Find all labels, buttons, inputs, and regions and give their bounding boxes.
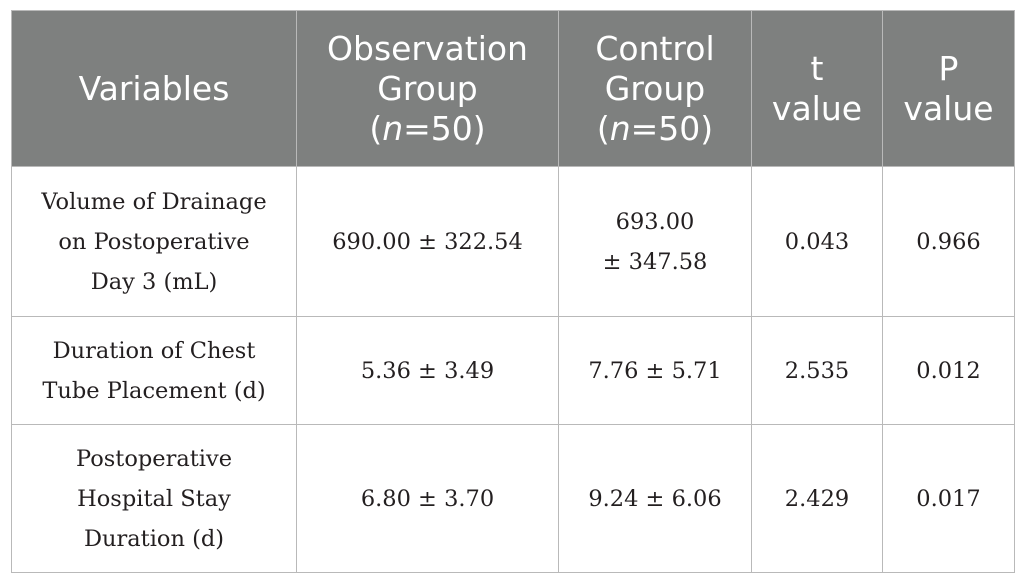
cell-t-value: 0.043 xyxy=(751,166,883,317)
header-row: Variables Observation Group (n=50) Contr… xyxy=(11,10,1015,167)
cell-control: 7.76 ± 5.71 xyxy=(558,316,752,425)
table-row: Volume of Drainage on Postoperative Day … xyxy=(11,166,1015,317)
cell-variable-line: Day 3 (mL) xyxy=(90,268,218,295)
cell-p-value: 0.012 xyxy=(882,316,1015,425)
cell-observation: 5.36 ± 3.49 xyxy=(296,316,559,425)
header-control-n-open: ( xyxy=(596,108,610,148)
cell-variable-line: Tube Placement (d) xyxy=(42,377,266,404)
header-observation-n-open: ( xyxy=(369,108,383,148)
header-variables: Variables xyxy=(11,10,297,167)
cell-control: 693.00 ± 347.58 xyxy=(558,166,752,317)
cell-variable: Postoperative Hospital Stay Duration (d) xyxy=(11,424,297,573)
cell-variable-line: Hospital Stay xyxy=(77,485,231,512)
header-observation-n-var: n xyxy=(382,108,404,148)
cell-variable-line: Volume of Drainage xyxy=(41,188,267,215)
header-t-line1: t xyxy=(810,48,824,88)
table-row: Postoperative Hospital Stay Duration (d)… xyxy=(11,424,1015,573)
results-table: Variables Observation Group (n=50) Contr… xyxy=(11,10,1015,573)
table-container: Variables Observation Group (n=50) Contr… xyxy=(11,10,1015,573)
cell-variable: Duration of Chest Tube Placement (d) xyxy=(11,316,297,425)
header-control-line2: Group xyxy=(604,68,706,108)
cell-control-line: ± 347.58 xyxy=(602,248,708,275)
header-control-n-rest: =50) xyxy=(630,108,714,148)
header-p-line1: P xyxy=(938,48,959,88)
cell-control-line: 9.24 ± 6.06 xyxy=(588,485,722,512)
cell-control-line: 7.76 ± 5.71 xyxy=(588,357,722,384)
cell-p-value: 0.966 xyxy=(882,166,1015,317)
cell-control-line: 693.00 xyxy=(615,208,695,235)
cell-p-value: 0.017 xyxy=(882,424,1015,573)
cell-variable-line: on Postoperative xyxy=(58,228,250,255)
cell-variable: Volume of Drainage on Postoperative Day … xyxy=(11,166,297,317)
header-observation-line1: Observation xyxy=(327,28,528,68)
table-row: Duration of Chest Tube Placement (d) 5.3… xyxy=(11,316,1015,425)
header-control-group: Control Group (n=50) xyxy=(558,10,752,167)
cell-control: 9.24 ± 6.06 xyxy=(558,424,752,573)
header-observation-group: Observation Group (n=50) xyxy=(296,10,559,167)
cell-t-value: 2.429 xyxy=(751,424,883,573)
cell-observation: 690.00 ± 322.54 xyxy=(296,166,559,317)
header-variables-label: Variables xyxy=(78,68,230,108)
header-observation-line2: Group xyxy=(377,68,478,108)
header-control-line1: Control xyxy=(595,28,715,68)
header-p-line2: value xyxy=(903,88,994,128)
cell-t-value: 2.535 xyxy=(751,316,883,425)
cell-variable-line: Duration of Chest xyxy=(52,337,256,364)
header-control-n-var: n xyxy=(609,108,631,148)
cell-variable-line: Postoperative xyxy=(75,445,233,472)
cell-variable-line: Duration (d) xyxy=(83,525,225,552)
header-t-value: t value xyxy=(751,10,883,167)
header-t-line2: value xyxy=(771,88,863,128)
header-observation-n-rest: =50) xyxy=(403,108,486,148)
header-p-value: P value xyxy=(882,10,1015,167)
cell-observation: 6.80 ± 3.70 xyxy=(296,424,559,573)
